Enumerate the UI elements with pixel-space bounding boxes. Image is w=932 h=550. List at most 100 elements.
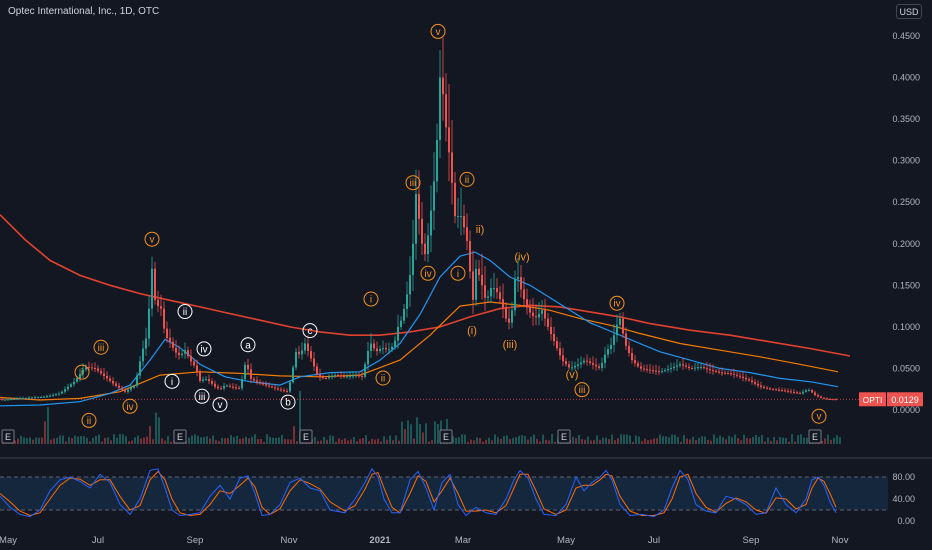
candle-body xyxy=(22,398,24,400)
candle-body xyxy=(304,343,306,351)
candle-body xyxy=(172,341,174,348)
candle-body xyxy=(565,361,567,365)
volume-bar xyxy=(506,435,508,444)
candle-body xyxy=(97,368,99,371)
volume-bar xyxy=(29,437,31,444)
candle-body xyxy=(667,369,669,371)
event-marker-box[interactable] xyxy=(173,429,187,444)
candle-body xyxy=(154,268,156,300)
event-marker-box[interactable] xyxy=(1,429,15,444)
candle-body xyxy=(421,218,423,244)
candle-body xyxy=(718,371,720,373)
x-tick-label: Nov xyxy=(281,535,298,546)
wave-label-circle xyxy=(196,341,212,357)
event-marker-box[interactable] xyxy=(299,429,313,444)
volume-bar xyxy=(218,440,220,444)
price-tick-label: 0.1000 xyxy=(892,322,920,332)
volume-bar xyxy=(650,439,652,444)
candle-body xyxy=(613,335,615,345)
volume-bar xyxy=(347,440,349,444)
volume-bar xyxy=(32,439,34,444)
ticker-badge[interactable] xyxy=(859,392,886,407)
candle-body xyxy=(370,343,372,351)
candle-body xyxy=(328,377,330,379)
volume-bar xyxy=(554,441,556,444)
event-marker-label: E xyxy=(443,432,449,442)
candle-body xyxy=(835,399,837,401)
wave-label: i xyxy=(171,377,173,388)
volume-bar xyxy=(419,423,421,444)
candle-body xyxy=(616,324,618,336)
volume-bar xyxy=(386,439,388,444)
wave-label: iii xyxy=(199,392,206,403)
volume-bar xyxy=(191,435,193,444)
candle-body xyxy=(307,343,309,351)
candle-body xyxy=(523,289,525,300)
candle-body xyxy=(670,368,672,370)
candle-body xyxy=(58,393,60,395)
volume-bar xyxy=(725,439,727,444)
candle-body xyxy=(322,377,324,379)
candle-body xyxy=(451,152,453,183)
candle-body xyxy=(463,216,465,228)
volume-bar xyxy=(821,440,823,444)
volume-bar xyxy=(143,437,145,444)
volume-bar xyxy=(515,437,517,444)
candle-body xyxy=(34,397,36,399)
last-price-badge[interactable] xyxy=(887,392,923,407)
volume-bar xyxy=(77,436,79,444)
moving-average-long-line xyxy=(0,214,851,357)
candle-body xyxy=(571,367,573,369)
currency-button[interactable]: USD xyxy=(896,4,922,19)
wave-label: iv xyxy=(126,402,133,413)
volume-bar xyxy=(335,441,337,444)
volume-bar xyxy=(539,441,541,444)
candle-body xyxy=(640,366,642,369)
volume-bar xyxy=(389,435,391,444)
candle-body xyxy=(127,389,129,392)
candle-body xyxy=(49,395,51,397)
candle-body xyxy=(262,383,264,385)
volume-bar xyxy=(659,434,661,444)
x-tick-label: Sep xyxy=(187,535,204,546)
volume-bar xyxy=(212,435,214,444)
wave-label: (iii) xyxy=(503,339,518,351)
volume-bar xyxy=(839,437,841,444)
candle-body xyxy=(130,387,132,390)
volume-bar xyxy=(572,436,574,444)
wave-label-circle xyxy=(81,412,97,428)
candle-body xyxy=(499,292,501,300)
candle-body xyxy=(343,376,345,378)
volume-bar xyxy=(371,438,373,444)
volume-bar xyxy=(134,437,136,444)
volume-bar xyxy=(71,438,73,444)
candle-body xyxy=(688,366,690,369)
wave-label: iv xyxy=(424,269,431,280)
volume-bar xyxy=(794,441,796,444)
volume-bar xyxy=(326,439,328,444)
event-marker-box[interactable] xyxy=(808,429,822,444)
candle-body xyxy=(394,340,396,347)
candle-body xyxy=(208,379,210,382)
volume-bar xyxy=(377,438,379,444)
volume-bar xyxy=(236,435,238,444)
wave-label: ii xyxy=(183,307,187,318)
wave-label: i xyxy=(81,368,83,379)
volume-bar xyxy=(605,437,607,444)
volume-bar xyxy=(359,438,361,444)
volume-bar xyxy=(545,439,547,444)
event-marker-box[interactable] xyxy=(557,429,571,444)
candle-body xyxy=(529,307,531,313)
volume-bar xyxy=(521,435,523,444)
candle-body xyxy=(442,77,444,95)
candle-body xyxy=(730,373,732,375)
candle-body xyxy=(676,365,678,367)
volume-bar xyxy=(584,439,586,444)
candle-body xyxy=(136,375,138,386)
candle-body xyxy=(349,375,351,377)
event-marker-box[interactable] xyxy=(439,429,453,444)
candle-body xyxy=(658,371,660,373)
candle-body xyxy=(745,378,747,380)
